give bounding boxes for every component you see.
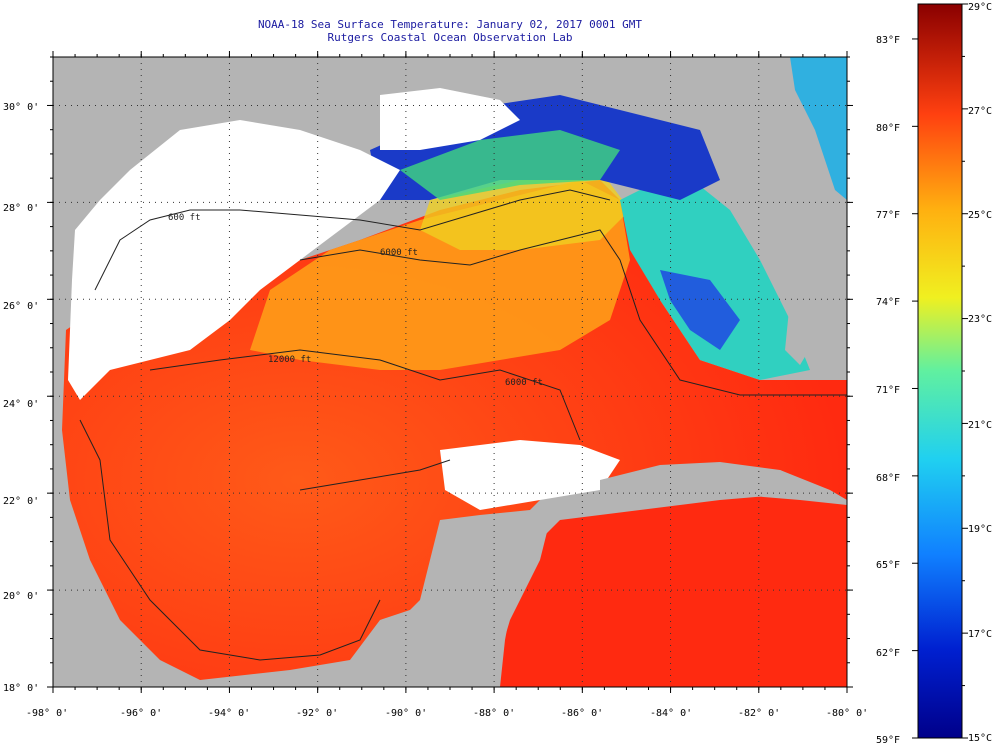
fahrenheit-label: 71°F [876, 385, 900, 396]
contour-label-6000-north: 6000 ft [380, 248, 418, 258]
fahrenheit-label: 74°F [876, 297, 900, 308]
celsius-label: 27°C [968, 106, 992, 117]
celsius-label: 29°C [968, 2, 992, 13]
x-tick-label: -86° 0' [561, 708, 603, 719]
x-tick-label: -94° 0' [208, 708, 250, 719]
x-tick-label: -98° 0' [26, 708, 68, 719]
colorbar: 29°C 27°C 25°C 23°C 21°C 19°C 17°C 15°C … [876, 2, 992, 746]
fahrenheit-label: 77°F [876, 210, 900, 221]
y-tick-label: 26° 0' [3, 301, 39, 312]
celsius-label: 15°C [968, 733, 992, 744]
x-tick-label: -90° 0' [385, 708, 427, 719]
fahrenheit-label: 65°F [876, 560, 900, 571]
y-tick-label: 28° 0' [3, 203, 39, 214]
x-axis-labels: -98° 0' -96° 0' -94° 0' -92° 0' -90° 0' … [26, 708, 868, 719]
x-tick-label: -92° 0' [296, 708, 338, 719]
x-tick-label: -84° 0' [650, 708, 692, 719]
map-title: NOAA-18 Sea Surface Temperature: January… [0, 18, 900, 31]
y-tick-label: 20° 0' [3, 591, 39, 602]
fahrenheit-label: 68°F [876, 473, 900, 484]
x-tick-label: -80° 0' [826, 708, 868, 719]
map-area: 600 ft 6000 ft 12000 ft 6000 ft [53, 57, 847, 687]
x-tick-label: -82° 0' [738, 708, 780, 719]
map-subtitle: Rutgers Coastal Ocean Observation Lab [0, 31, 900, 44]
y-tick-label: 30° 0' [3, 102, 39, 113]
fahrenheit-label: 62°F [876, 648, 900, 659]
contour-label-12000: 12000 ft [268, 355, 311, 365]
celsius-label: 21°C [968, 420, 992, 431]
celsius-label: 25°C [968, 210, 992, 221]
y-tick-label: 18° 0' [3, 683, 39, 694]
contour-label-6000-east: 6000 ft [505, 378, 543, 388]
contour-label-600: 600 ft [168, 213, 201, 223]
y-axis-labels: 30° 0' 28° 0' 26° 0' 24° 0' 22° 0' 20° 0… [3, 102, 39, 694]
y-tick-label: 22° 0' [3, 496, 39, 507]
celsius-label: 23°C [968, 314, 992, 325]
x-tick-label: -88° 0' [473, 708, 515, 719]
celsius-label: 19°C [968, 524, 992, 535]
colorbar-gradient [918, 4, 962, 738]
celsius-label: 17°C [968, 629, 992, 640]
fahrenheit-label: 80°F [876, 123, 900, 134]
fahrenheit-label: 59°F [876, 735, 900, 746]
y-tick-label: 24° 0' [3, 399, 39, 410]
x-tick-label: -96° 0' [120, 708, 162, 719]
